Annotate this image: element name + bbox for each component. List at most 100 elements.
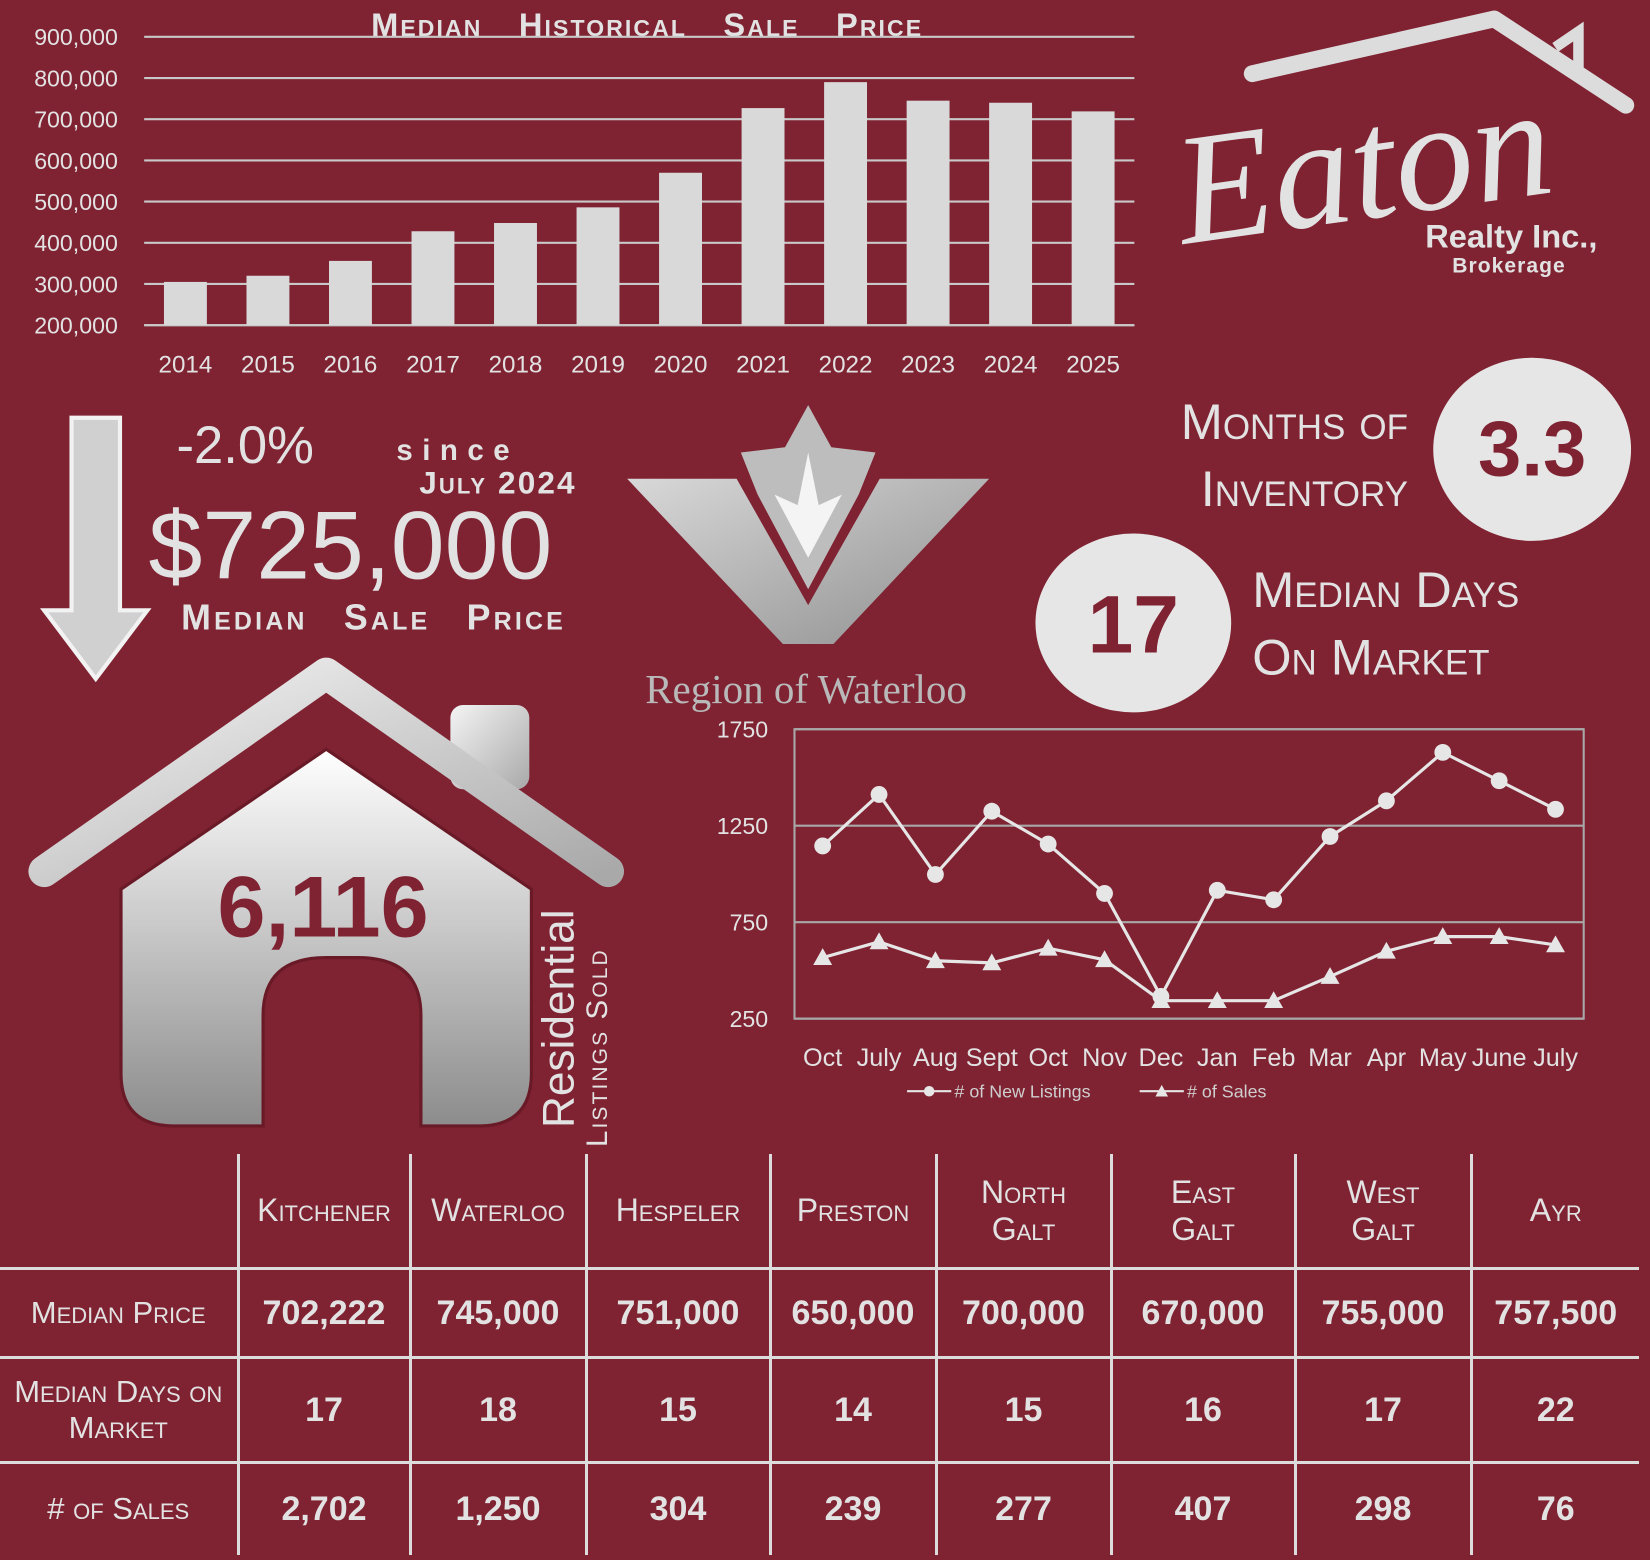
table-row: Median Price 702,222 745,000 751,000 650,000… (0, 1267, 1639, 1358)
table-cell: 15 (584, 1356, 770, 1463)
row-label: Median Price (0, 1267, 238, 1358)
x-tick-label: 2019 (571, 352, 625, 379)
x-tick-label: Oct (803, 1044, 842, 1072)
circle-marker (1265, 891, 1283, 909)
table-cell: 76 (1469, 1461, 1639, 1555)
bar (1071, 111, 1115, 326)
x-tick-label: June (1472, 1044, 1527, 1072)
triangle-marker (1095, 950, 1115, 968)
table-cell: 407 (1109, 1461, 1295, 1555)
table-row: # of Sales 2,702 1,250 304 239 277 407 298 76 (0, 1461, 1639, 1555)
column-header: West Galt (1293, 1154, 1471, 1269)
triangle-marker (982, 953, 1002, 971)
table-cell: 277 (934, 1461, 1111, 1555)
region-emblem (627, 478, 990, 645)
legend-label: # of New Listings (954, 1082, 1090, 1102)
y-tick-label: 900,000 (34, 24, 118, 50)
y-tick-label: 750 (730, 910, 769, 936)
bar (163, 281, 207, 326)
table-cell: 751,000 (584, 1267, 770, 1358)
median-price-label: Median Sale Price (181, 597, 566, 637)
x-tick-label: Feb (1252, 1044, 1296, 1072)
table-cell: 239 (768, 1461, 936, 1555)
table-cell: 745,000 (408, 1267, 586, 1358)
legend-label: # of Sales (1187, 1082, 1267, 1102)
y-tick-label: 700,000 (34, 107, 118, 133)
table-cell: 18 (408, 1356, 586, 1463)
inventory-label: Inventory (1201, 460, 1408, 517)
circle-marker (870, 786, 888, 803)
bar (741, 108, 785, 326)
x-tick-label: Nov (1082, 1044, 1127, 1072)
inventory-value: 3.3 (1478, 407, 1586, 493)
triangle-marker (1207, 991, 1227, 1009)
series-line (822, 935, 1556, 1003)
table-cell: 22 (1469, 1356, 1639, 1463)
row-label: # of Sales (0, 1461, 238, 1555)
x-tick-label: Dec (1138, 1044, 1183, 1072)
table-cell: 755,000 (1293, 1267, 1471, 1358)
listings-sold-label1: Residential (535, 909, 584, 1128)
table-cell: 1,250 (408, 1461, 586, 1555)
triangle-marker (1489, 927, 1509, 944)
inventory-label: Months of (1181, 393, 1408, 450)
inventory-circle (1433, 357, 1632, 541)
down-arrow (39, 415, 152, 683)
circle-marker (1321, 828, 1339, 845)
column-header: Ayr (1469, 1154, 1639, 1269)
circle-marker (1096, 884, 1113, 902)
region-name: Region of Waterloo (645, 666, 967, 712)
since-date: July 2024 (419, 465, 576, 501)
y-tick-label: 200,000 (34, 313, 118, 339)
x-tick-label: July (1533, 1044, 1578, 1072)
logo-line1: Realty Inc., (1425, 217, 1597, 254)
x-tick-label: Jan (1197, 1044, 1238, 1072)
table-cell: 670,000 (1109, 1267, 1295, 1358)
logo-roof (1243, 10, 1635, 114)
triangle-marker (869, 932, 889, 950)
triangle-marker (1433, 927, 1453, 944)
column-header: East Galt (1109, 1154, 1295, 1269)
circle-marker (1039, 835, 1057, 853)
line-plot-frame (793, 728, 1585, 1020)
bar (494, 223, 537, 326)
column-header: Kitchener (236, 1154, 410, 1269)
y-tick-label: 400,000 (34, 230, 118, 256)
corner-cell (0, 1154, 238, 1269)
bar (989, 102, 1033, 326)
table-cell: 304 (584, 1461, 770, 1555)
triangle-marker (1546, 935, 1565, 953)
table-cell: 702,222 (236, 1267, 410, 1358)
listings-sold-value: 6,116 (217, 860, 428, 956)
x-tick-label: 2017 (406, 352, 460, 379)
house-body (119, 747, 533, 1128)
table-cell: 298 (1293, 1461, 1471, 1555)
median-price: $725,000 (149, 491, 553, 600)
bar (659, 172, 702, 326)
x-tick-label: 2020 (654, 352, 708, 379)
legend-marker (1155, 1084, 1169, 1097)
x-tick-label: Apr (1367, 1044, 1406, 1072)
circle-marker (926, 866, 944, 883)
table-cell: 17 (1293, 1356, 1471, 1463)
table-cell: 2,702 (236, 1461, 410, 1555)
days-circle (1035, 533, 1232, 713)
x-tick-label: Aug (913, 1044, 958, 1072)
y-tick-label: 500,000 (34, 189, 118, 215)
bar (329, 260, 372, 326)
y-tick-label: 250 (730, 1006, 769, 1032)
circle-marker (1434, 743, 1452, 761)
x-tick-label: 2021 (736, 352, 790, 379)
table-cell: 15 (934, 1356, 1111, 1463)
table-cell: 14 (768, 1356, 936, 1463)
triangle-marker (813, 948, 833, 966)
row-label: Median Days on Market (0, 1356, 238, 1463)
circle-marker (1547, 800, 1564, 818)
price-change: -2.0% (176, 416, 313, 475)
x-tick-label: 2018 (489, 352, 543, 379)
circle-marker (1490, 772, 1508, 790)
infographic: Eaton Realty Inc., Brokerage -2.0% since… (28, 6, 1635, 1147)
since-label: since (396, 434, 519, 467)
triangle-marker (1264, 991, 1284, 1009)
x-tick-label: Mar (1308, 1044, 1352, 1072)
